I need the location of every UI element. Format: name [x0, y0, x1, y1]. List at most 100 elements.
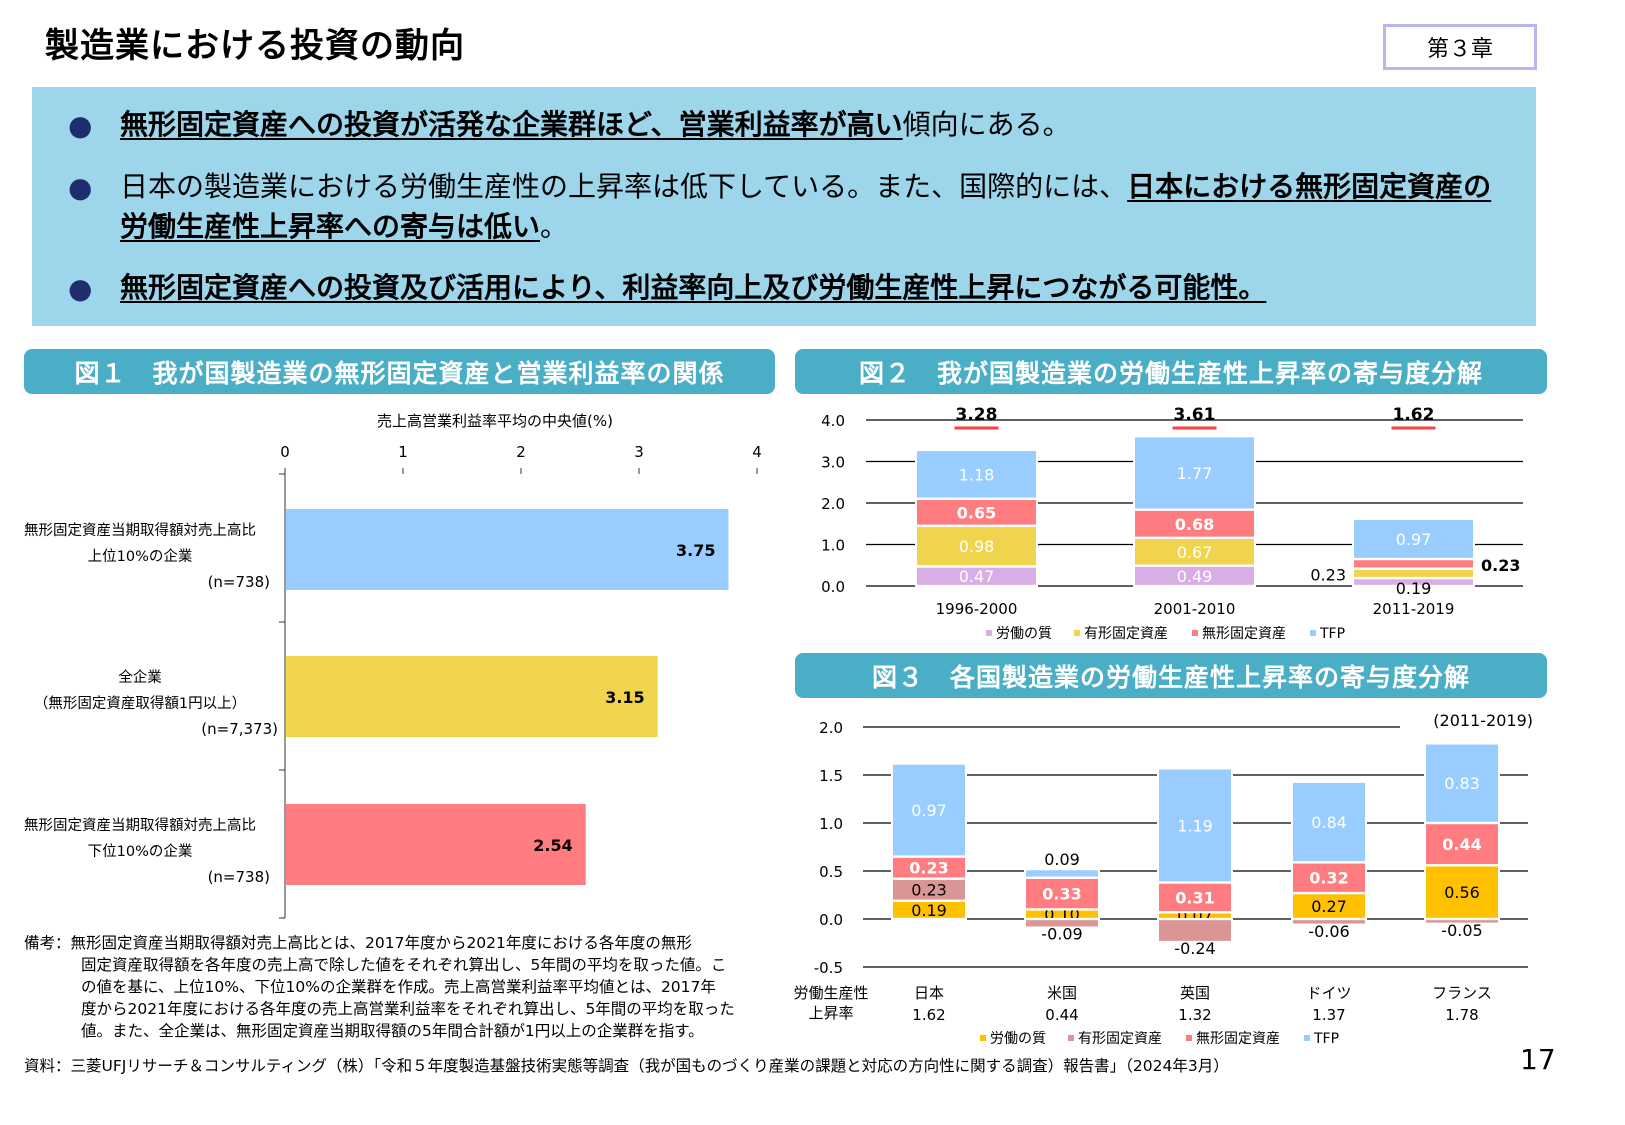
segment-value-label: 0.44	[1442, 835, 1481, 854]
remarks-note: 備考：無形固定資産当期取得額対売上高比とは、2017年度から2021年度における…	[24, 932, 735, 1042]
category-label: 全企業	[118, 668, 162, 686]
emphasized-text: 無形固定資産への投資が活発な企業群ほど、営業利益率が高い	[120, 108, 903, 141]
remarks-line: 値。また、全企業は、無形固定資産当期取得額の5年間合計額が1円以上の企業群を指す…	[81, 1022, 704, 1040]
bar-segment	[893, 857, 965, 878]
category-sample-size: (n=738)	[208, 573, 270, 591]
legend-label: 有形固定資産	[1078, 1031, 1162, 1047]
remarks-line: の値を基に、上位10%、下位10%の企業群を作成。売上高営業利益率平均値とは、2…	[81, 978, 716, 996]
total-growth-value: 0.44	[1045, 1006, 1078, 1024]
bar-gap	[1157, 911, 1233, 920]
bar-gap	[915, 448, 1038, 500]
bar-gap	[915, 524, 1038, 568]
y-tick-label: 2.0	[819, 719, 843, 737]
segment-value-label: 0.23	[909, 859, 948, 878]
segment-value-label: 0.56	[1444, 883, 1480, 902]
total-growth-value: 1.78	[1445, 1006, 1478, 1024]
category-label: フランス	[1432, 984, 1492, 1002]
bar-gap	[1291, 892, 1367, 920]
total-growth-value: 1.62	[912, 1006, 945, 1024]
legend-label: 労働の質	[990, 1031, 1046, 1047]
bar-gap	[1157, 881, 1233, 914]
bar-gap	[1424, 918, 1500, 925]
segment-value-label: 0.67	[1177, 543, 1213, 562]
emphasized-text: 無形固定資産への投資及び活用により、利益率向上及び労働生産性上昇につながる可能性…	[120, 271, 1267, 304]
total-growth-value: 1.32	[1178, 1006, 1211, 1024]
segment-value-label: -0.24	[1174, 939, 1215, 958]
summary-bullet: 無形固定資産への投資が活発な企業群ほど、営業利益率が高い傾向にある。	[120, 105, 1500, 145]
segment-value-label: 0.47	[959, 567, 995, 586]
legend-label: 無形固定資産	[1196, 1031, 1280, 1047]
total-label: 3.61	[1174, 405, 1216, 425]
bar-segment	[1426, 920, 1498, 923]
y-tick-label: 1.5	[819, 767, 843, 785]
category-label: ドイツ	[1306, 984, 1351, 1002]
segment-value-label: 0.97	[911, 801, 947, 820]
category-label: 米国	[1047, 984, 1077, 1002]
y-tick-label: 4.0	[821, 412, 845, 430]
category-label: 日本	[914, 984, 944, 1002]
y-tick-label: 1.0	[821, 537, 845, 555]
y-tick-label: 0.5	[819, 863, 843, 881]
segment-value-label: 0.98	[959, 537, 995, 556]
text-segment: 。	[540, 210, 569, 243]
legend-swatch	[1304, 1035, 1310, 1041]
bar-segment	[1159, 883, 1231, 912]
segment-value-label: 0.97	[1396, 530, 1432, 549]
category-label: 無形固定資産当期取得額対売上高比	[24, 522, 256, 539]
bar-segment	[1026, 920, 1098, 927]
figure-1-title: 図１ 我が国製造業の無形固定資産と営業利益率の関係	[24, 349, 775, 394]
bar-gap	[1157, 918, 1233, 944]
category-label: 1996-2000	[936, 600, 1018, 618]
legend-swatch	[986, 630, 992, 636]
bar-segment	[1293, 920, 1365, 924]
segment-value-label: 1.18	[959, 465, 995, 484]
bar-segment	[917, 500, 1036, 525]
bar-gap	[915, 565, 1038, 587]
x-tick-label: 3	[634, 443, 644, 461]
segment-value-label: -0.06	[1308, 922, 1349, 941]
bullet-icon: ●	[68, 272, 93, 305]
bar-gap	[1291, 780, 1367, 864]
bar-gap	[1024, 876, 1100, 911]
y-tick-label: 2.0	[821, 495, 845, 513]
x-tick-label: 4	[752, 443, 762, 461]
bar-segment	[1354, 560, 1473, 568]
bar-gap	[1024, 868, 1100, 879]
bar-segment	[1159, 769, 1231, 882]
legend-label: 有形固定資産	[1084, 626, 1168, 642]
bar-segment	[1026, 878, 1098, 909]
summary-bullet: 日本の製造業における労働生産性の上昇率は低下している。また、国際的には、日本にお…	[120, 167, 1500, 247]
bar-segment	[1354, 579, 1473, 585]
segment-value-label: 0.23	[911, 881, 947, 900]
legend-label: TFP	[1313, 1031, 1339, 1047]
bar-segment	[1026, 910, 1098, 918]
bar-segment	[893, 901, 965, 918]
bar-segment	[893, 879, 965, 900]
bar-gap	[891, 899, 967, 920]
bar-gap	[891, 762, 967, 858]
bar	[286, 804, 586, 885]
segment-value-label: 0.33	[1042, 885, 1081, 904]
bar-segment	[1135, 437, 1254, 509]
total-label: 1.62	[1393, 405, 1435, 425]
emphasized-text: 日本における無形固定資産の労働生産性上昇率への寄与は低い	[120, 170, 1492, 243]
legend-swatch	[1310, 630, 1316, 636]
bar-segment	[1135, 510, 1254, 537]
chapter-badge: 第３章	[1383, 24, 1537, 70]
summary-box: ● 無形固定資産への投資が活発な企業群ほど、営業利益率が高い傾向にある。 ● 日…	[32, 87, 1536, 326]
totals-row-label: 労働生産性	[793, 984, 868, 1002]
page-title: 製造業における投資の動向	[45, 26, 465, 66]
bar-gap	[1291, 861, 1367, 895]
bar-segment	[1293, 894, 1365, 918]
remarks-line: 備考：無形固定資産当期取得額対売上高比とは、2017年度から2021年度における…	[24, 934, 692, 952]
x-axis-title: 売上高営業利益率平均の中央値(%)	[377, 412, 613, 430]
bar-gap	[1352, 517, 1475, 561]
bar	[286, 656, 658, 737]
bar-segment	[1426, 824, 1498, 865]
bar-value-label: 3.75	[676, 541, 715, 560]
category-label: （無形固定資産取得額1円以上）	[34, 695, 246, 712]
segment-value-label: 0.19	[911, 901, 947, 920]
bar-value-label: 2.54	[533, 836, 572, 855]
totals-row-label: 上昇率	[808, 1004, 853, 1022]
y-tick-label: 3.0	[821, 454, 845, 472]
